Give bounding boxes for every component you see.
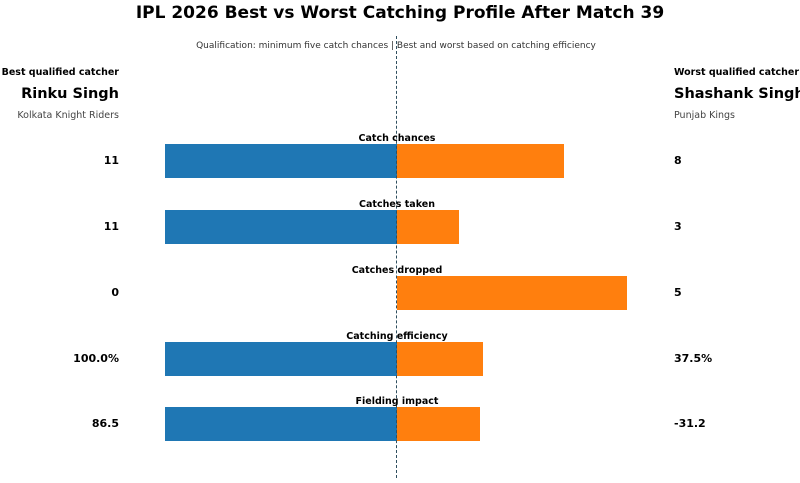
worst-value: 5 [674, 286, 682, 299]
best-bar [165, 407, 397, 441]
metric-label: Catches dropped [351, 265, 443, 276]
worst-value: -31.2 [674, 417, 706, 430]
best-bar [165, 144, 397, 178]
worst-bar [397, 276, 627, 310]
center-divider-line [396, 36, 397, 478]
worst-player-team: Punjab Kings [674, 110, 735, 121]
metric-label: Catch chances [358, 133, 436, 144]
worst-bar [397, 144, 564, 178]
best-value: 11 [103, 154, 119, 167]
best-value: 0 [111, 286, 119, 299]
metric-row-catch-chances: Catch chances 11 8 [0, 133, 800, 204]
metric-label: Fielding impact [355, 396, 439, 407]
best-bar [165, 210, 397, 244]
metric-row-fielding-impact: Fielding impact 86.5 -31.2 [0, 396, 800, 467]
worst-value: 37.5% [674, 352, 713, 365]
chart-subtitle: Qualification: minimum five catch chance… [196, 41, 596, 51]
worst-bar [397, 210, 459, 244]
metric-row-catches-dropped: Catches dropped 0 5 [0, 265, 800, 336]
worst-player-name: Shashank Singh [674, 86, 800, 102]
worst-value: 8 [674, 154, 682, 167]
best-player-name: Rinku Singh [21, 86, 119, 102]
metric-label: Catches taken [359, 199, 435, 210]
chart-title: IPL 2026 Best vs Worst Catching Profile … [135, 3, 665, 23]
best-bar [165, 342, 397, 376]
metric-label: Catching efficiency [346, 331, 448, 342]
worst-value: 3 [674, 220, 682, 233]
metric-row-catching-efficiency: Catching efficiency 100.0% 37.5% [0, 331, 800, 402]
best-value: 11 [103, 220, 119, 233]
best-value: 86.5 [91, 417, 119, 430]
best-catcher-heading: Best qualified catcher [1, 67, 119, 78]
best-player-team: Kolkata Knight Riders [17, 110, 119, 121]
best-value: 100.0% [73, 352, 119, 365]
worst-bar [397, 342, 483, 376]
worst-catcher-heading: Worst qualified catcher [674, 67, 800, 78]
metric-row-catches-taken: Catches taken 11 3 [0, 199, 800, 270]
worst-bar [397, 407, 480, 441]
